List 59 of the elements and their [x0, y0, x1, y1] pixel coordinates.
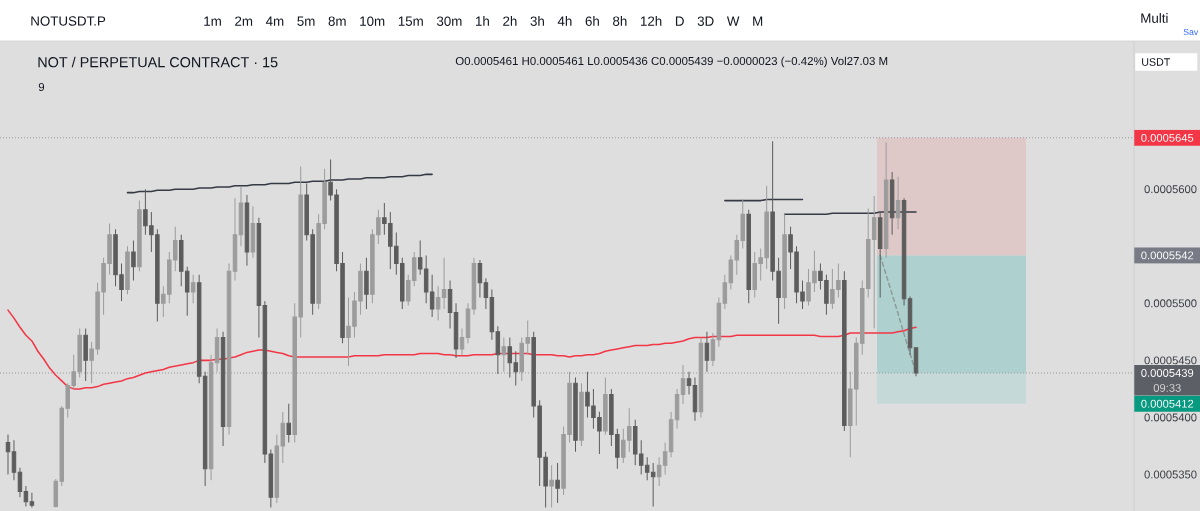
candlestick — [746, 209, 751, 304]
candlestick — [704, 331, 710, 373]
candlestick — [877, 211, 883, 299]
candlestick — [555, 462, 560, 504]
candlestick — [573, 376, 578, 453]
candlestick — [579, 382, 584, 447]
candlestick — [895, 176, 901, 230]
candlestick — [549, 464, 554, 509]
text: NOT / PERPETUAL CONTRACT · 15 — [38, 56, 278, 68]
y-tick-label: 0.0005350 — [1144, 470, 1197, 479]
y-tick-label: 0.0005500 — [1144, 299, 1197, 308]
candlestick — [907, 295, 913, 356]
candlestick — [692, 376, 698, 422]
ref-line-label: 0.0005645 — [1141, 133, 1194, 142]
candlestick — [83, 327, 88, 382]
candlestick — [889, 171, 895, 236]
candlestick — [686, 371, 692, 396]
text: 0.0005412 — [1141, 399, 1194, 408]
annotation: O0.0005461 H0.0005461 L0.0005436 C0.0005439 −0.0000023 (−0.42%) Vol27.03 M — [455, 56, 888, 68]
candlestick — [232, 197, 238, 281]
candlestick — [913, 347, 919, 377]
y-tick-label: 0.0005400 — [1144, 413, 1197, 422]
text: 09:33 — [1153, 383, 1181, 392]
candlestick — [465, 302, 471, 344]
candlestick — [11, 439, 17, 481]
candlestick — [131, 240, 136, 281]
candlestick — [190, 274, 196, 304]
candlestick — [286, 403, 292, 444]
ref-line-label: 0.0005439 — [1141, 368, 1194, 377]
y-tick-label: 0.0005450 — [1144, 356, 1197, 365]
candlestick — [137, 200, 142, 272]
candlestick — [125, 245, 130, 295]
candlestick — [901, 197, 907, 307]
candlestick — [453, 302, 459, 359]
candlestick — [5, 434, 11, 475]
candlestick — [477, 259, 483, 299]
y-tick-label: 0.0005600 — [1144, 185, 1197, 194]
candlestick — [674, 388, 680, 430]
text: Sav — [1183, 28, 1199, 36]
candlestick — [471, 257, 477, 316]
candlestick — [603, 376, 608, 436]
candlestick — [220, 331, 226, 447]
text: 1m 2m 4m 5m 8m 10m 15m 30m 1h 2h 3h 4h 6h 8h 12h D 3D W M — [204, 16, 763, 26]
candlestick — [244, 194, 250, 267]
text: 0.0005542 — [1141, 251, 1194, 260]
text: USDT — [1142, 58, 1171, 66]
text: Multi — [1141, 13, 1168, 23]
candlestick — [447, 279, 453, 329]
candlestick — [459, 327, 465, 356]
candlestick — [501, 337, 507, 373]
candlestick — [842, 270, 847, 432]
text: NOTUSDT.P — [31, 16, 106, 26]
candlestick — [782, 213, 787, 310]
annotation: 9 — [38, 82, 45, 92]
candlestick — [883, 141, 889, 259]
candlestick — [250, 205, 256, 259]
candlestick — [17, 467, 23, 498]
candlestick — [364, 257, 369, 310]
candlestick — [238, 186, 244, 247]
